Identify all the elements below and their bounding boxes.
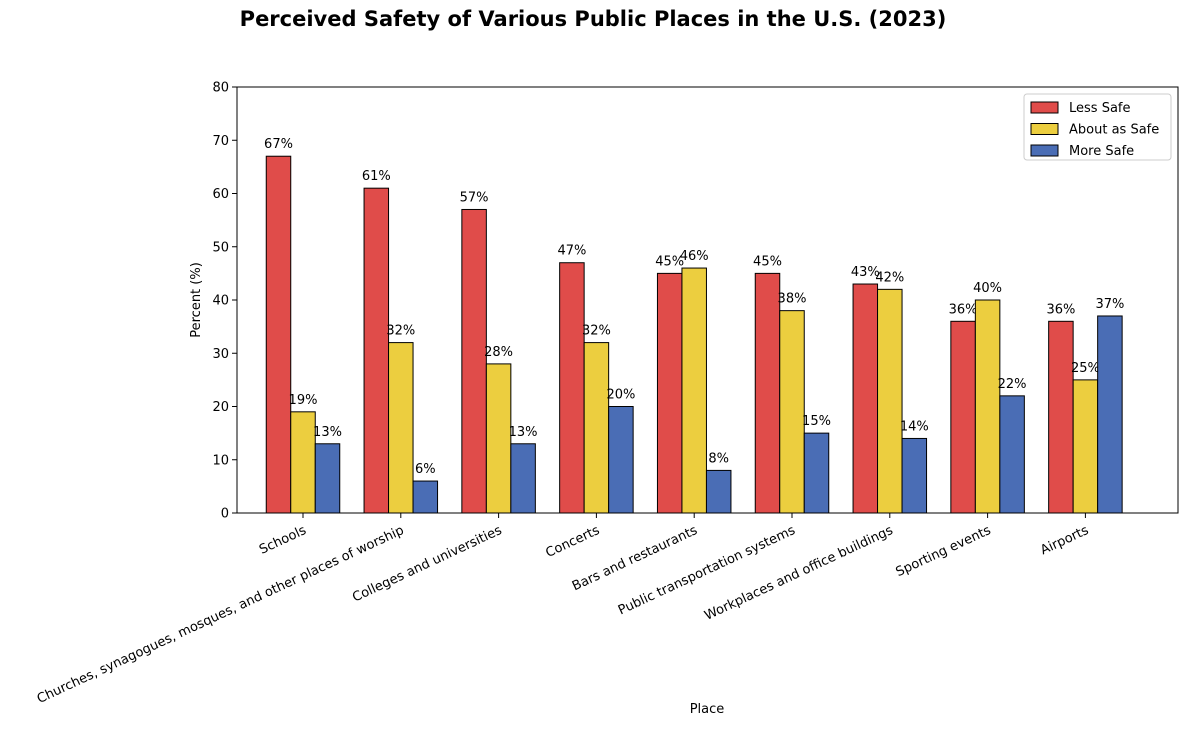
data-label: 57% bbox=[460, 190, 489, 205]
data-label: 22% bbox=[998, 377, 1027, 392]
data-label: 32% bbox=[386, 324, 415, 339]
legend-entry: About as Safe bbox=[1069, 123, 1159, 138]
legend-swatch bbox=[1030, 144, 1059, 157]
y-tick-label: 50 bbox=[212, 240, 229, 255]
bar bbox=[779, 310, 805, 514]
bar bbox=[388, 342, 414, 514]
bar bbox=[901, 437, 928, 514]
data-label: 28% bbox=[484, 345, 513, 360]
data-label: 20% bbox=[606, 388, 635, 403]
bar bbox=[852, 283, 879, 514]
y-tick-label: 0 bbox=[221, 507, 229, 522]
bar bbox=[583, 342, 610, 514]
y-tick-label: 10 bbox=[212, 453, 229, 468]
bar bbox=[485, 363, 512, 514]
bar bbox=[608, 406, 634, 514]
data-label: 46% bbox=[680, 249, 709, 264]
bar bbox=[974, 299, 1001, 514]
x-tick-label: Churches, synagogues, mosques, and other… bbox=[35, 523, 407, 707]
bar bbox=[950, 320, 976, 514]
bar bbox=[1097, 315, 1123, 514]
data-label: 40% bbox=[973, 281, 1002, 296]
data-label: 38% bbox=[778, 292, 807, 307]
data-label: 47% bbox=[557, 244, 586, 259]
data-label: 15% bbox=[802, 414, 831, 429]
data-label: 8% bbox=[708, 451, 729, 466]
bar bbox=[290, 411, 316, 514]
data-label: 36% bbox=[1046, 302, 1075, 317]
data-label: 6% bbox=[415, 462, 436, 477]
data-label: 32% bbox=[582, 324, 611, 339]
y-axis-label: Percent (%) bbox=[189, 262, 204, 338]
chart-title: Perceived Safety of Various Public Place… bbox=[240, 7, 947, 31]
data-label: 14% bbox=[900, 419, 929, 434]
data-label: 43% bbox=[851, 265, 880, 280]
x-tick-label: Public transportation systems bbox=[616, 523, 798, 618]
bar bbox=[559, 262, 585, 514]
bar bbox=[265, 155, 292, 514]
bar bbox=[412, 480, 439, 514]
data-label: 45% bbox=[753, 254, 782, 269]
bar bbox=[705, 469, 732, 514]
plot-frame bbox=[236, 86, 1179, 514]
legend-frame bbox=[1023, 93, 1172, 161]
data-label: 61% bbox=[362, 169, 391, 184]
plot-area: 0 10 20 30 40 50 60 70 80 67% 61% 57% 47% 45% 45% 43% 36… bbox=[35, 81, 1179, 707]
y-tick-label: 80 bbox=[212, 81, 229, 96]
legend-swatch bbox=[1030, 101, 1059, 114]
bar bbox=[510, 443, 536, 514]
y-tick-label: 20 bbox=[212, 400, 229, 415]
bar bbox=[999, 395, 1025, 514]
legend-swatch bbox=[1030, 123, 1059, 135]
legend: Less Safe About as Safe More Safe bbox=[1023, 93, 1172, 161]
bar bbox=[363, 187, 390, 514]
bar bbox=[314, 443, 341, 514]
x-tick-label: Airports bbox=[1038, 523, 1091, 558]
data-label: 67% bbox=[264, 137, 293, 152]
y-tick-label: 40 bbox=[212, 294, 229, 309]
x-tick-label: Concerts bbox=[544, 523, 603, 561]
data-label: 45% bbox=[655, 254, 684, 269]
data-label: 19% bbox=[289, 393, 318, 408]
bar bbox=[1048, 320, 1074, 514]
bar bbox=[877, 288, 903, 514]
data-label: 36% bbox=[949, 302, 978, 317]
data-label: 13% bbox=[313, 425, 342, 440]
bar bbox=[803, 432, 830, 514]
x-tick-label: Workplaces and office buildings bbox=[702, 523, 895, 624]
x-tick-label: Sporting events bbox=[894, 523, 994, 580]
bar bbox=[1072, 379, 1099, 514]
x-tick-label: Schools bbox=[257, 523, 309, 558]
bar bbox=[461, 208, 487, 514]
legend-entry: Less Safe bbox=[1069, 101, 1130, 116]
y-tick-label: 60 bbox=[212, 187, 229, 202]
data-label: 13% bbox=[509, 425, 538, 440]
bar bbox=[754, 272, 781, 514]
bar bbox=[656, 272, 683, 514]
bar bbox=[681, 267, 707, 514]
data-label: 37% bbox=[1095, 297, 1124, 312]
legend-entry: More Safe bbox=[1069, 144, 1134, 159]
x-axis-label: Place bbox=[690, 702, 725, 717]
y-tick-label: 70 bbox=[212, 134, 229, 149]
y-tick-label: 30 bbox=[212, 347, 229, 362]
data-label: 42% bbox=[875, 270, 904, 285]
data-label: 25% bbox=[1071, 361, 1100, 376]
